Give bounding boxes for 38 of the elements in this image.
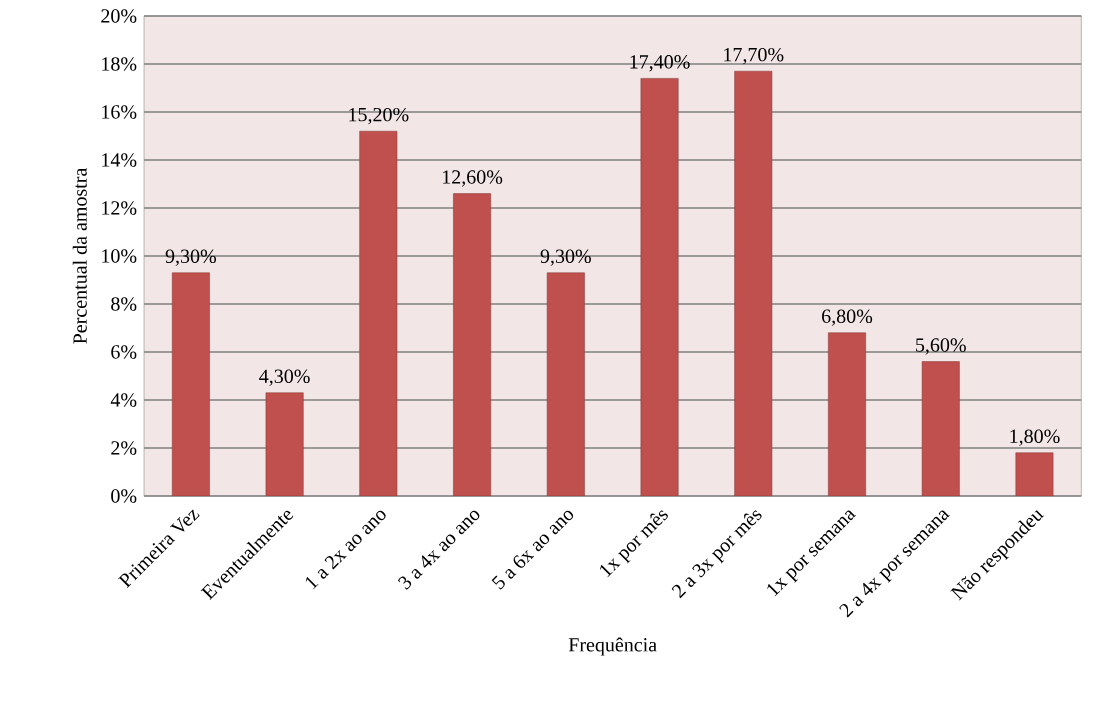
bar <box>265 392 304 496</box>
y-tick-label: 12% <box>102 201 137 215</box>
y-tick-label: 20% <box>101 9 137 23</box>
data-label: 5,60% <box>916 338 966 355</box>
bar <box>453 193 492 496</box>
x-tick-label: 1x por mês <box>600 510 668 578</box>
bar <box>171 272 210 496</box>
data-label: 9,30% <box>540 249 591 266</box>
bar <box>359 130 398 496</box>
x-tick-label: 1 a 2x ao ano <box>305 510 386 590</box>
y-tick-label: 16% <box>102 105 137 119</box>
y-tick-label: 0% <box>111 489 137 503</box>
data-label: 15,20% <box>349 107 409 125</box>
data-label: 9,30% <box>165 249 217 266</box>
bar <box>921 361 960 496</box>
y-tick-label: 8% <box>111 297 137 311</box>
data-label: 12,60% <box>443 170 503 187</box>
bar <box>640 77 679 496</box>
y-tick-label: 4% <box>110 393 137 407</box>
x-axis-title: Frequência <box>568 637 657 656</box>
data-label: 17,70% <box>724 47 784 65</box>
x-tick-label: 2 a 3x por mês <box>671 510 762 599</box>
data-label: 17,40% <box>630 54 690 72</box>
bar <box>546 272 585 496</box>
y-tick-label: 6% <box>111 345 137 359</box>
x-tick-label: 5 a 6x ao ano <box>491 510 574 590</box>
data-label: 6,80% <box>822 309 873 326</box>
bar <box>828 332 866 496</box>
bar <box>734 70 773 496</box>
y-tick-label: 14% <box>102 153 137 167</box>
y-axis-title: Percentual da amostra <box>72 167 87 344</box>
y-tick-label: 10% <box>102 249 137 263</box>
x-tick-label: 3 a 4x ao ano <box>397 510 480 590</box>
y-tick-label: 18% <box>102 57 137 71</box>
data-label: 4,30% <box>259 369 310 386</box>
bar <box>1015 452 1054 496</box>
data-label: 1,80% <box>1010 429 1060 446</box>
y-tick-label: 2% <box>111 441 137 455</box>
